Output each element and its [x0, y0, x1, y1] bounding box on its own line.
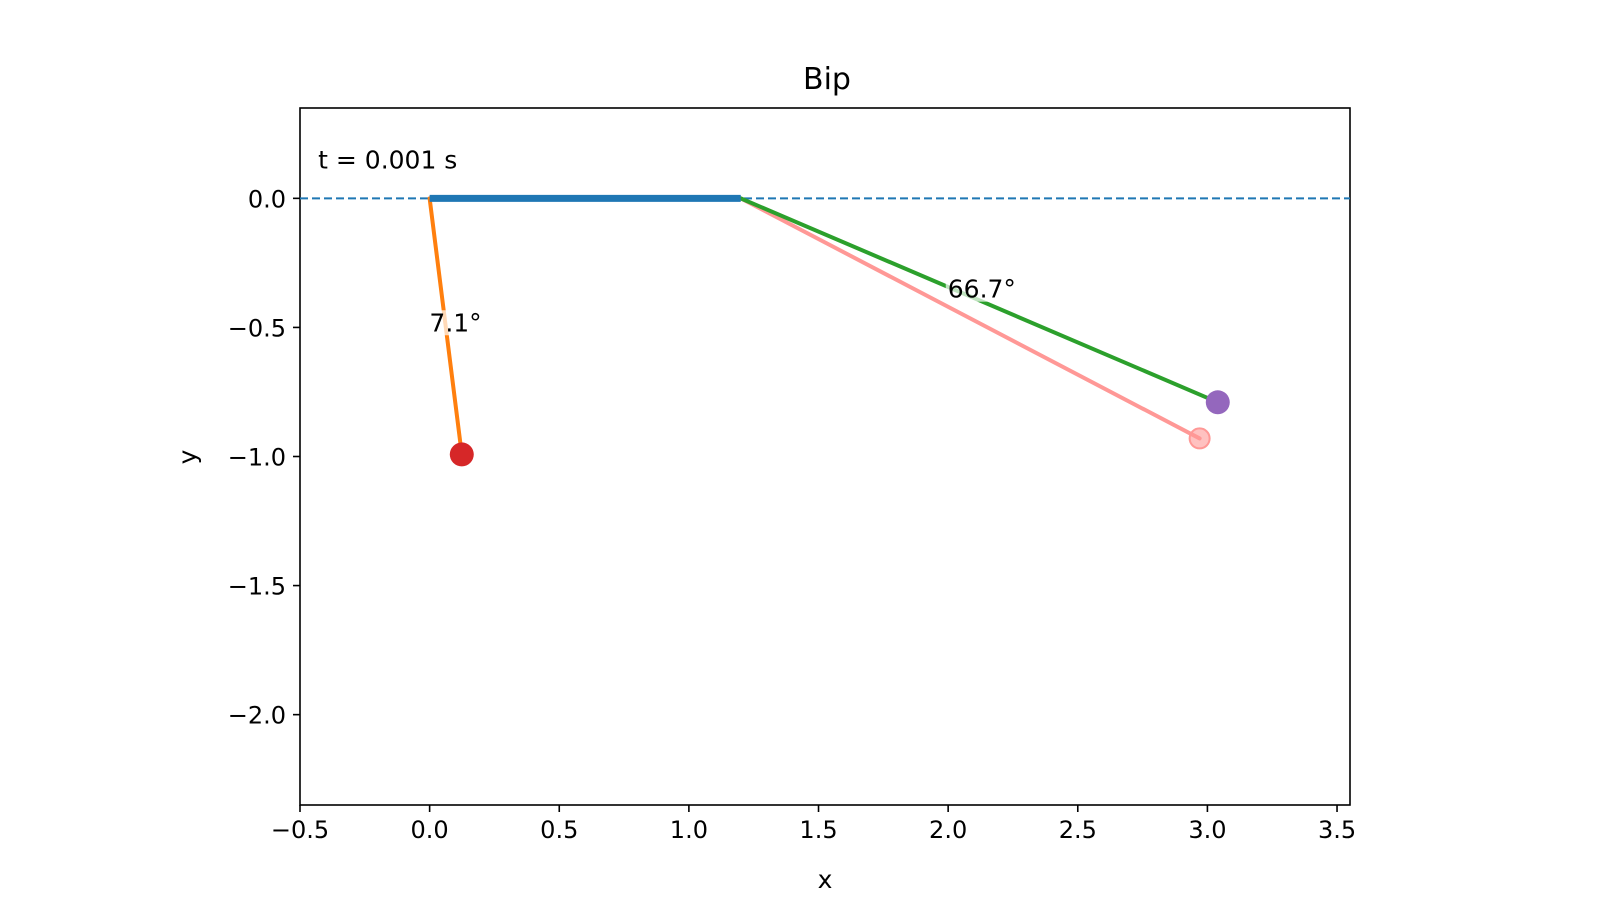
x-tick-label: 2.0 — [929, 816, 967, 844]
x-axis-label: x — [818, 865, 833, 894]
x-tick-label: 1.5 — [799, 816, 837, 844]
y-tick-label: −1.0 — [228, 444, 286, 472]
right-pendulum-bob — [1205, 390, 1230, 415]
x-tick-label: 1.0 — [670, 816, 708, 844]
y-tick-label: −1.5 — [228, 573, 286, 601]
y-axis-label: y — [173, 449, 202, 464]
x-tick-label: 3.5 — [1318, 816, 1356, 844]
time-annotation: t = 0.001 s — [318, 146, 457, 175]
right-angle-label: 66.7° — [948, 275, 1016, 304]
y-axis-ticks: 0.0 −0.5 −1.0 −1.5 −2.0 — [228, 185, 300, 730]
ghost-rod — [738, 196, 1202, 441]
y-tick-label: −2.0 — [228, 702, 286, 730]
y-tick-label: −0.5 — [228, 314, 286, 342]
left-pendulum-bob — [449, 442, 474, 467]
y-tick-label: 0.0 — [248, 185, 286, 213]
x-tick-label: 0.0 — [411, 816, 449, 844]
x-tick-label: 2.5 — [1059, 816, 1097, 844]
right-angle-label-background — [945, 276, 1018, 302]
left-angle-label-background — [427, 310, 484, 336]
chart-title: Bip — [803, 62, 851, 97]
ghost-bob — [1188, 427, 1211, 450]
x-axis-ticks: −0.5 0.0 0.5 1.0 1.5 2.0 2.5 3.0 3.5 — [271, 805, 1356, 844]
x-tick-label: 3.0 — [1188, 816, 1226, 844]
left-angle-label: 7.1° — [429, 308, 481, 337]
x-tick-label: −0.5 — [271, 816, 329, 844]
x-tick-label: 0.5 — [540, 816, 578, 844]
